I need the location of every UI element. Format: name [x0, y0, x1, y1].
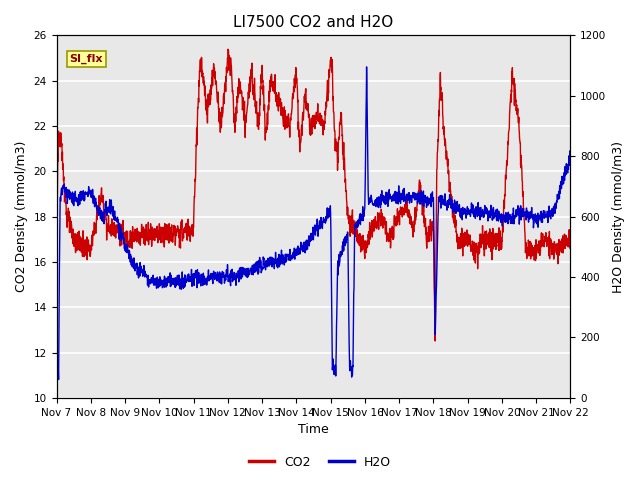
Legend: CO2, H2O: CO2, H2O: [244, 451, 396, 474]
Y-axis label: CO2 Density (mmol/m3): CO2 Density (mmol/m3): [15, 141, 28, 292]
X-axis label: Time: Time: [298, 423, 329, 436]
Text: SI_flx: SI_flx: [69, 53, 103, 64]
Title: LI7500 CO2 and H2O: LI7500 CO2 and H2O: [234, 15, 394, 30]
Y-axis label: H2O Density (mmol/m3): H2O Density (mmol/m3): [612, 141, 625, 293]
